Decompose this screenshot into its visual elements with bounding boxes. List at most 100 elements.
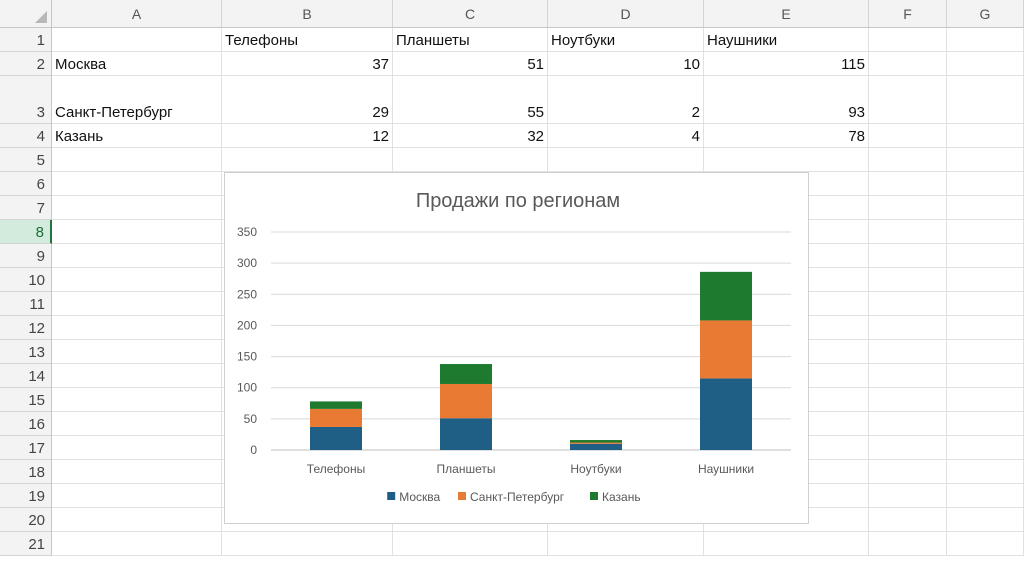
cell-f13[interactable] bbox=[869, 340, 947, 364]
cell-e2[interactable]: 115 bbox=[704, 52, 869, 76]
cell-a2[interactable]: Москва bbox=[52, 52, 222, 76]
cell-a15[interactable] bbox=[52, 388, 222, 412]
cell-c2[interactable]: 51 bbox=[393, 52, 548, 76]
cell-g18[interactable] bbox=[947, 460, 1024, 484]
row-header-2[interactable]: 2 bbox=[0, 52, 52, 76]
cell-e5[interactable] bbox=[704, 148, 869, 172]
cell-g10[interactable] bbox=[947, 268, 1024, 292]
cell-a20[interactable] bbox=[52, 508, 222, 532]
cell-a3[interactable]: Санкт-Петербург bbox=[52, 76, 222, 124]
cell-a21[interactable] bbox=[52, 532, 222, 556]
cell-f3[interactable] bbox=[869, 76, 947, 124]
cell-b1[interactable]: Телефоны bbox=[222, 28, 393, 52]
cell-d5[interactable] bbox=[548, 148, 704, 172]
cell-c5[interactable] bbox=[393, 148, 548, 172]
cell-g19[interactable] bbox=[947, 484, 1024, 508]
cell-a6[interactable] bbox=[52, 172, 222, 196]
cell-a11[interactable] bbox=[52, 292, 222, 316]
cell-f2[interactable] bbox=[869, 52, 947, 76]
cell-e20[interactable] bbox=[704, 508, 869, 532]
cell-g3[interactable] bbox=[947, 76, 1024, 124]
cell-b5[interactable] bbox=[222, 148, 393, 172]
cell-d4[interactable]: 4 bbox=[548, 124, 704, 148]
cell-g16[interactable] bbox=[947, 412, 1024, 436]
cell-a10[interactable] bbox=[52, 268, 222, 292]
cell-a12[interactable] bbox=[52, 316, 222, 340]
row-header-15[interactable]: 15 bbox=[0, 388, 52, 412]
cell-g6[interactable] bbox=[947, 172, 1024, 196]
cell-e4[interactable]: 78 bbox=[704, 124, 869, 148]
cell-g7[interactable] bbox=[947, 196, 1024, 220]
cell-a8[interactable] bbox=[52, 220, 222, 244]
cell-a9[interactable] bbox=[52, 244, 222, 268]
column-header-a[interactable]: A bbox=[52, 0, 222, 28]
row-header-6[interactable]: 6 bbox=[0, 172, 52, 196]
select-all-corner[interactable] bbox=[0, 0, 52, 28]
cell-g12[interactable] bbox=[947, 316, 1024, 340]
cell-f18[interactable] bbox=[869, 460, 947, 484]
row-header-16[interactable]: 16 bbox=[0, 412, 52, 436]
row-header-5[interactable]: 5 bbox=[0, 148, 52, 172]
cell-g17[interactable] bbox=[947, 436, 1024, 460]
cell-f7[interactable] bbox=[869, 196, 947, 220]
column-header-g[interactable]: G bbox=[947, 0, 1024, 28]
cell-g13[interactable] bbox=[947, 340, 1024, 364]
cell-a1[interactable] bbox=[52, 28, 222, 52]
cell-a17[interactable] bbox=[52, 436, 222, 460]
row-header-10[interactable]: 10 bbox=[0, 268, 52, 292]
cell-a4[interactable]: Казань bbox=[52, 124, 222, 148]
cell-a16[interactable] bbox=[52, 412, 222, 436]
row-header-9[interactable]: 9 bbox=[0, 244, 52, 268]
cell-a14[interactable] bbox=[52, 364, 222, 388]
row-header-20[interactable]: 20 bbox=[0, 508, 52, 532]
column-header-c[interactable]: C bbox=[393, 0, 548, 28]
cell-c21[interactable] bbox=[393, 532, 548, 556]
cell-f10[interactable] bbox=[869, 268, 947, 292]
row-header-19[interactable]: 19 bbox=[0, 484, 52, 508]
row-header-13[interactable]: 13 bbox=[0, 340, 52, 364]
cell-f21[interactable] bbox=[869, 532, 947, 556]
stacked-bar-chart[interactable]: Продажи по регионам 0 50 100 150 200 250 300 350… bbox=[224, 172, 809, 524]
cell-g11[interactable] bbox=[947, 292, 1024, 316]
cell-f1[interactable] bbox=[869, 28, 947, 52]
cell-f16[interactable] bbox=[869, 412, 947, 436]
column-header-e[interactable]: E bbox=[704, 0, 869, 28]
cell-g1[interactable] bbox=[947, 28, 1024, 52]
row-header-12[interactable]: 12 bbox=[0, 316, 52, 340]
row-header-7[interactable]: 7 bbox=[0, 196, 52, 220]
row-header-21[interactable]: 21 bbox=[0, 532, 52, 556]
row-header-14[interactable]: 14 bbox=[0, 364, 52, 388]
cell-a18[interactable] bbox=[52, 460, 222, 484]
cell-e3[interactable]: 93 bbox=[704, 76, 869, 124]
cell-d21[interactable] bbox=[548, 532, 704, 556]
row-header-3[interactable]: 3 bbox=[0, 76, 52, 124]
cell-g21[interactable] bbox=[947, 532, 1024, 556]
cell-b2[interactable]: 37 bbox=[222, 52, 393, 76]
row-header-11[interactable]: 11 bbox=[0, 292, 52, 316]
cell-b3[interactable]: 29 bbox=[222, 76, 393, 124]
cell-f5[interactable] bbox=[869, 148, 947, 172]
cell-b21[interactable] bbox=[222, 532, 393, 556]
cell-f17[interactable] bbox=[869, 436, 947, 460]
row-header-8[interactable]: 8 bbox=[0, 220, 52, 244]
cell-g2[interactable] bbox=[947, 52, 1024, 76]
cell-f9[interactable] bbox=[869, 244, 947, 268]
cell-g20[interactable] bbox=[947, 508, 1024, 532]
cell-c3[interactable]: 55 bbox=[393, 76, 548, 124]
cell-a5[interactable] bbox=[52, 148, 222, 172]
cell-g4[interactable] bbox=[947, 124, 1024, 148]
cell-g15[interactable] bbox=[947, 388, 1024, 412]
cell-c1[interactable]: Планшеты bbox=[393, 28, 548, 52]
cell-f14[interactable] bbox=[869, 364, 947, 388]
cell-f20[interactable] bbox=[869, 508, 947, 532]
cell-g8[interactable] bbox=[947, 220, 1024, 244]
cell-f4[interactable] bbox=[869, 124, 947, 148]
cell-f11[interactable] bbox=[869, 292, 947, 316]
cell-d3[interactable]: 2 bbox=[548, 76, 704, 124]
cell-g9[interactable] bbox=[947, 244, 1024, 268]
cell-d2[interactable]: 10 bbox=[548, 52, 704, 76]
row-header-18[interactable]: 18 bbox=[0, 460, 52, 484]
column-header-d[interactable]: D bbox=[548, 0, 704, 28]
cell-e1[interactable]: Наушники bbox=[704, 28, 869, 52]
cell-f15[interactable] bbox=[869, 388, 947, 412]
